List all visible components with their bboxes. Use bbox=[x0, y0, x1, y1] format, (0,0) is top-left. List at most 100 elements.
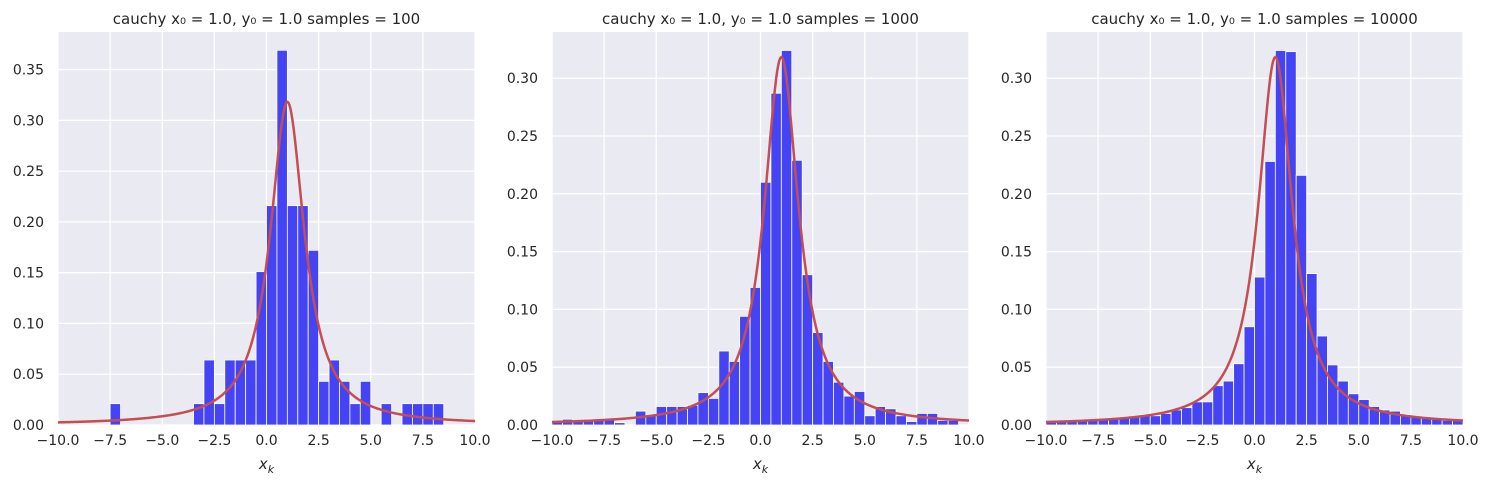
histogram-bar bbox=[1222, 380, 1235, 426]
histogram-bar bbox=[286, 205, 299, 426]
histogram-bar bbox=[1327, 364, 1339, 426]
histogram-bar bbox=[266, 205, 278, 426]
y-tick-label: 0.30 bbox=[13, 113, 44, 129]
x-tick-label: −2.5 bbox=[197, 433, 231, 449]
x-tick-label: −10.0 bbox=[37, 433, 80, 449]
y-tick-label: 0.20 bbox=[13, 215, 44, 231]
x-axis-label: xk bbox=[258, 455, 275, 476]
x-tick-label: −5.0 bbox=[639, 433, 673, 449]
histogram-bars bbox=[1045, 50, 1464, 426]
y-tick-label: 0.15 bbox=[1001, 245, 1032, 261]
histogram-bar bbox=[1316, 335, 1328, 426]
histogram-bar bbox=[1181, 407, 1193, 426]
histogram-bar bbox=[1285, 51, 1297, 426]
histogram-bar bbox=[307, 249, 320, 426]
pdf-curve bbox=[551, 55, 970, 424]
histogram-bar bbox=[916, 413, 928, 426]
histogram-bar bbox=[833, 381, 845, 426]
x-tick-label: 2.5 bbox=[307, 433, 329, 449]
y-tick-label: 0.00 bbox=[1001, 418, 1032, 434]
histogram-bar bbox=[339, 380, 351, 426]
x-tick-label: 2.5 bbox=[1295, 433, 1317, 449]
y-tick-label: 0.10 bbox=[1001, 302, 1032, 318]
histogram-bar bbox=[1254, 276, 1266, 426]
histogram-bar bbox=[614, 422, 626, 426]
y-tick-label: 0.05 bbox=[1001, 360, 1032, 376]
y-tick-label: 0.05 bbox=[13, 367, 44, 383]
histogram-bar bbox=[770, 92, 782, 426]
histogram-bar bbox=[213, 403, 226, 426]
y-tick-label: 0.25 bbox=[13, 164, 44, 180]
x-tick-label: 7.5 bbox=[906, 433, 928, 449]
y-tick-label: 0.05 bbox=[507, 360, 538, 376]
x-tick-label: −5.0 bbox=[145, 433, 179, 449]
histogram-bar bbox=[1191, 401, 1203, 426]
y-tick-label: 0.30 bbox=[507, 71, 538, 87]
histogram-bar bbox=[1170, 409, 1182, 426]
y-tick-label: 0.10 bbox=[507, 302, 538, 318]
subplot-1: −10.0 −7.5 −5.0 −2.5 0.0 2.5 5.0 7.5 10.0 0.00 0.0… bbox=[13, 10, 491, 476]
histogram-bar bbox=[666, 406, 678, 426]
y-tick-label: 0.25 bbox=[1001, 129, 1032, 145]
y-tick-label: 0.00 bbox=[507, 418, 538, 434]
histogram-bar bbox=[853, 391, 866, 426]
x-tick-label: −10.0 bbox=[531, 433, 574, 449]
pdf-curve bbox=[1045, 55, 1464, 424]
y-tick-label: 0.10 bbox=[13, 316, 44, 332]
x-tick-label: 10.0 bbox=[953, 433, 984, 449]
x-tick-label: 0.0 bbox=[255, 433, 277, 449]
x-tick-label: 5.0 bbox=[360, 433, 382, 449]
x-tick-label: −2.5 bbox=[1185, 433, 1219, 449]
y-tick-label: 0.00 bbox=[13, 418, 44, 434]
histogram-bar bbox=[864, 415, 876, 426]
x-tick-label: −2.5 bbox=[691, 433, 725, 449]
x-axis-label: xk bbox=[1246, 455, 1263, 476]
histogram-bar bbox=[245, 359, 257, 426]
y-tick-label: 0.15 bbox=[507, 245, 538, 261]
y-tick-label: 0.35 bbox=[13, 63, 44, 79]
histogram-bar bbox=[203, 359, 215, 426]
x-tick-label: 2.5 bbox=[801, 433, 823, 449]
histogram-bar bbox=[432, 403, 445, 426]
histogram-bar bbox=[297, 205, 309, 426]
x-tick-label: 5.0 bbox=[854, 433, 876, 449]
x-tick-label: 10.0 bbox=[459, 433, 490, 449]
y-tick-label: 0.15 bbox=[13, 266, 44, 282]
x-tick-label: −7.5 bbox=[587, 433, 621, 449]
histogram-bar bbox=[318, 380, 330, 426]
histogram-bar bbox=[1243, 326, 1255, 426]
subplot-title: cauchy x₀ = 1.0, y₀ = 1.0 samples = 1000 bbox=[602, 10, 919, 28]
x-tick-label: 5.0 bbox=[1348, 433, 1370, 449]
histogram-bar bbox=[422, 403, 434, 426]
x-axis-label: xk bbox=[752, 455, 769, 476]
x-tick-label: −10.0 bbox=[1025, 433, 1068, 449]
subplots: −10.0 −7.5 −5.0 −2.5 0.0 2.5 5.0 7.5 10.0 0.00 0.0… bbox=[13, 10, 1479, 476]
x-tick-label: 10.0 bbox=[1447, 433, 1478, 449]
pdf-curve bbox=[57, 100, 476, 424]
histogram-bar bbox=[1233, 363, 1245, 426]
histogram-bar bbox=[1160, 413, 1172, 426]
x-tick-label: −5.0 bbox=[1133, 433, 1167, 449]
histogram-bar bbox=[1149, 415, 1162, 426]
x-tick-label: 7.5 bbox=[1400, 433, 1422, 449]
x-tick-label: 0.0 bbox=[1243, 433, 1265, 449]
subplot-3: −10.0 −7.5 −5.0 −2.5 0.0 2.5 5.0 7.5 10.0 0.00 0.0… bbox=[1001, 10, 1479, 476]
y-tick-label: 0.25 bbox=[507, 129, 538, 145]
subplot-title: cauchy x₀ = 1.0, y₀ = 1.0 samples = 100 bbox=[113, 10, 420, 28]
histogram-bar bbox=[109, 403, 121, 426]
histogram-bar bbox=[1264, 161, 1276, 426]
histogram-bar bbox=[843, 395, 855, 426]
histogram-bar bbox=[1201, 401, 1214, 426]
subplot-title: cauchy x₀ = 1.0, y₀ = 1.0 samples = 1000… bbox=[1091, 10, 1418, 28]
x-tick-label: 0.0 bbox=[749, 433, 771, 449]
histogram-bar bbox=[707, 398, 720, 426]
y-tick-label: 0.20 bbox=[1001, 187, 1032, 203]
histogram-bar bbox=[906, 421, 918, 426]
histogram-bar bbox=[1337, 380, 1349, 426]
histogram-bars bbox=[109, 49, 445, 426]
x-tick-label: −7.5 bbox=[93, 433, 127, 449]
y-tick-label: 0.30 bbox=[1001, 71, 1032, 87]
histogram-bar bbox=[895, 415, 907, 426]
x-tick-label: 7.5 bbox=[412, 433, 434, 449]
